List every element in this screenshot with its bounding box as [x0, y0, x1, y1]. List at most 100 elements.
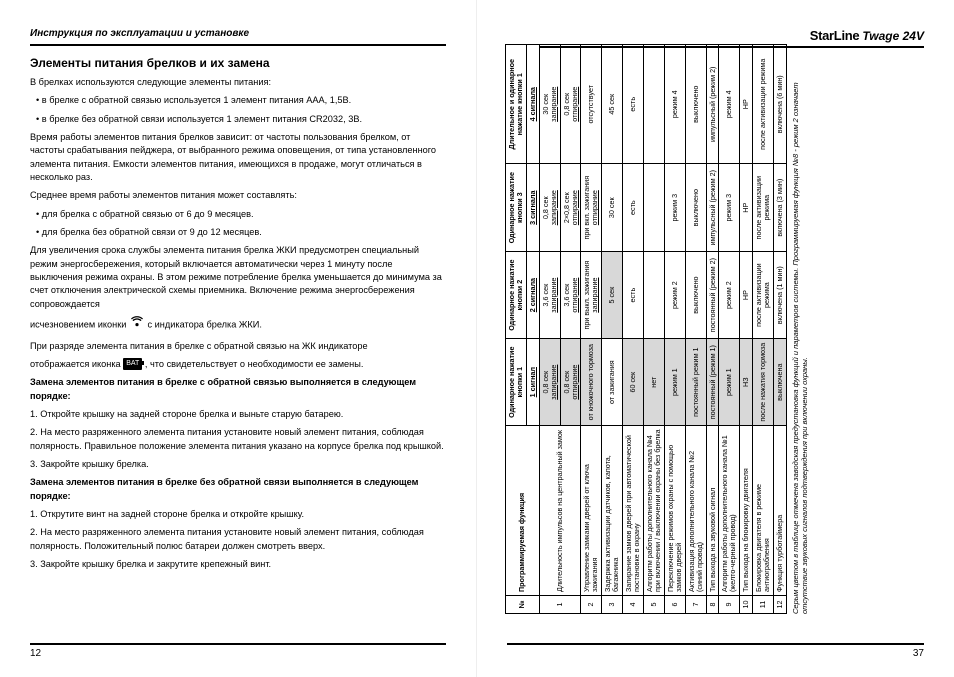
table-row: 8Тип выхода на звуковой сигналпостоянный…: [706, 45, 719, 614]
programming-table-wrap: № Программируемая функция Одинарное нажа…: [505, 44, 925, 614]
page-number: 12: [30, 643, 446, 659]
body-text: Время работы элементов питания брелков з…: [30, 131, 446, 184]
row-number: 1: [539, 596, 581, 614]
row-function: Активизация дополнительного канала №2 (с…: [685, 426, 706, 596]
table-cell: после активизации режима: [753, 45, 774, 164]
table-cell: после нажатия тормоза: [753, 339, 774, 426]
page-number: 37: [507, 643, 924, 659]
brand-name: StarLine: [810, 28, 860, 43]
table-cell: после активизации режима: [753, 251, 774, 338]
table-row: 10Тип выхода на блокировку двигателяНЗНР…: [740, 45, 753, 614]
table-cell: режим 3: [719, 164, 740, 251]
table-row: 4Запирание замков дверей при автоматичес…: [623, 45, 644, 614]
list-item: для брелка с обратной связью от 6 до 9 м…: [36, 208, 446, 221]
body-text: Для увеличения срока службы элемента пит…: [30, 244, 446, 311]
table-cell: режим 1: [719, 339, 740, 426]
table-cell: режим 3: [664, 164, 685, 251]
table-row: 2Управление замками дверей от ключа зажи…: [581, 45, 602, 614]
table-row: 9Алгоритм работы дополнительного канала …: [719, 45, 740, 614]
table-row: 1Длительность импульсов на центральный з…: [539, 45, 560, 614]
subsection-title: Замена элементов питания в брелке с обра…: [30, 376, 446, 403]
row-function: Блокировка двигателя в режиме антиограбл…: [753, 426, 774, 596]
table-footnote: Серым цветом в таблице отмечена заводска…: [791, 44, 809, 614]
body-text: исчезновением иконки с индикатора брелка…: [30, 316, 446, 334]
table-cell: НЗ: [740, 339, 753, 426]
row-function: Тип выхода на звуковой сигнал: [706, 426, 719, 596]
page-left: Инструкция по эксплуатации и установке Э…: [0, 0, 477, 677]
col-press2: Одинарное нажатие кнопки 2: [506, 251, 527, 338]
col-press1: Одинарное нажатие кнопки 1: [506, 339, 527, 426]
model-name: Twage 24V: [862, 29, 924, 43]
row-number: 8: [706, 596, 719, 614]
table-cell: включена (3 мин): [774, 164, 787, 251]
col-signal3: 3 сигнала: [526, 164, 539, 251]
table-cell: 0,8 секзапирание: [539, 339, 560, 426]
row-function: Задержка активизации датчиков, капота, б…: [602, 426, 623, 596]
table-cell: 3,6 секзапирание: [539, 251, 560, 338]
page-right: StarLine Twage 24V № Программируемая фун…: [477, 0, 954, 677]
battery-types-list: в брелке с обратной связью используется …: [30, 94, 446, 126]
table-cell: есть: [623, 164, 644, 251]
page-spread: Инструкция по эксплуатации и установке Э…: [0, 0, 954, 677]
row-number: 12: [774, 596, 787, 614]
table-cell: импульсный (режим 2): [706, 45, 719, 164]
table-cell: режим 4: [719, 45, 740, 164]
table-cell: 60 сек: [623, 339, 644, 426]
col-press3: Одинарное нажатие кнопки 3: [506, 164, 527, 251]
table-cell: включена (6 мин): [774, 45, 787, 164]
table-cell: [643, 251, 664, 338]
table-cell: 3,6 секотпирание: [560, 251, 581, 338]
step: 2. На место разряженного элемента питани…: [30, 526, 446, 553]
list-item: в брелке без обратной связи используется…: [36, 113, 446, 126]
table-cell: от кножочного тормоза: [581, 339, 602, 426]
table-cell: 0,8 секзапирание: [539, 164, 560, 251]
table-row: 7Активизация дополнительного канала №2 (…: [685, 45, 706, 614]
header-title: Инструкция по эксплуатации и установке: [30, 28, 249, 39]
body-text: отображается иконка BAT , что свидетельс…: [30, 358, 446, 371]
col-signal1: 1 сигнал: [526, 339, 539, 426]
row-function: Управление замками дверей от ключа зажиг…: [581, 426, 602, 596]
col-number: №: [506, 596, 540, 614]
header-left: Инструкция по эксплуатации и установке: [30, 28, 446, 46]
row-function: Длительность импульсов на центральный за…: [539, 426, 581, 596]
table-cell: есть: [623, 251, 644, 338]
table-cell: от зажигания: [602, 339, 623, 426]
table-cell: постоянный режим 1: [685, 339, 706, 426]
programming-table: № Программируемая функция Одинарное нажа…: [505, 44, 787, 614]
table-cell: режим 2: [664, 251, 685, 338]
body-text: При разряде элемента питания в брелке с …: [30, 340, 446, 353]
table-cell: НР: [740, 251, 753, 338]
table-cell: режим 4: [664, 45, 685, 164]
row-number: 4: [623, 596, 644, 614]
table-cell: включена (1 мин): [774, 251, 787, 338]
section-title: Элементы питания брелков и их замена: [30, 56, 446, 70]
table-cell: [643, 164, 664, 251]
row-function: Переключение режимов охраны с помощью за…: [664, 426, 685, 596]
row-number: 3: [602, 596, 623, 614]
lifetime-list: для брелка с обратной связью от 6 до 9 м…: [30, 208, 446, 240]
list-item: в брелке с обратной связью используется …: [36, 94, 446, 107]
table-cell: 45 сек: [602, 45, 623, 164]
table-cell: 0,8 секотпирание: [560, 339, 581, 426]
table-row: 12Функция турботаймеравыключенавключена …: [774, 45, 787, 614]
table-cell: при выкл. зажиганиязапирание: [581, 251, 602, 338]
list-item: для брелка без обратной связи от 9 до 12…: [36, 226, 446, 239]
table-cell: 2×0,8 секотпирание: [560, 164, 581, 251]
table-row: 6Переключение режимов охраны с помощью з…: [664, 45, 685, 614]
table-cell: выключено: [685, 164, 706, 251]
row-number: 6: [664, 596, 685, 614]
table-cell: режим 2: [719, 251, 740, 338]
col-press4: Длительное и одинарное нажатие кнопки 1: [506, 45, 527, 164]
row-number: 9: [719, 596, 740, 614]
table-cell: есть: [623, 45, 644, 164]
table-row: 5Алгоритм работы дополнительного канала …: [643, 45, 664, 614]
table-cell: режим 1: [664, 339, 685, 426]
table-cell: [643, 45, 664, 164]
table-cell: НР: [740, 164, 753, 251]
table-cell: импульсный (режим 2): [706, 164, 719, 251]
table-cell: нет: [643, 339, 664, 426]
row-function: Алгоритм работы дополнительного канала №…: [719, 426, 740, 596]
table-row: 11Блокировка двигателя в режиме антиогра…: [753, 45, 774, 614]
table-cell: после активизации режима: [753, 164, 774, 251]
body-text: Среднее время работы элементов питания м…: [30, 189, 446, 202]
